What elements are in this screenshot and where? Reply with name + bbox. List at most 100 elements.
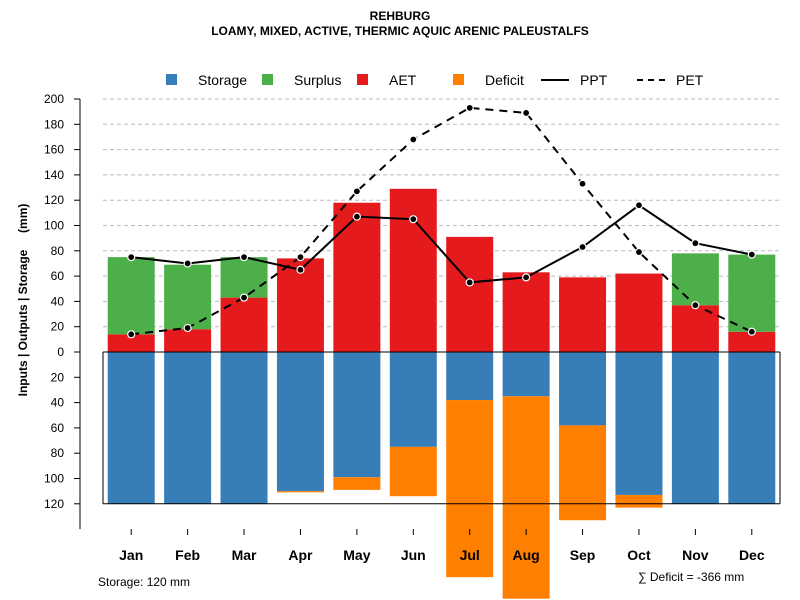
aet-bar	[164, 329, 212, 352]
storage-bar	[164, 352, 212, 504]
aet-bar	[559, 277, 607, 352]
legend-swatch-ppt	[541, 79, 569, 81]
storage-bar	[333, 352, 381, 478]
storage-bar	[389, 352, 437, 447]
pet-point	[691, 301, 700, 310]
y-tick-label: 100	[44, 472, 64, 486]
x-tick-label: Mar	[232, 547, 257, 563]
aet-bar	[333, 202, 381, 352]
x-tick-label: May	[343, 547, 370, 563]
aet-bar	[389, 188, 437, 352]
x-tick-label: Jun	[401, 547, 426, 563]
pet-point	[352, 187, 361, 196]
surplus-bar	[728, 254, 776, 332]
legend-swatch-pet	[637, 79, 665, 81]
pet-point	[747, 327, 756, 336]
y-tick-label: 20	[51, 370, 65, 384]
deficit-bar	[446, 400, 494, 578]
pet-line	[131, 106, 753, 336]
ppt-point	[296, 265, 305, 274]
pet-point	[578, 179, 587, 188]
y-tick-label: 0	[57, 345, 64, 359]
x-tick-label: Feb	[175, 547, 200, 563]
chart-subtitle: LOAMY, MIXED, ACTIVE, THERMIC AQUIC AREN…	[211, 24, 589, 38]
x-tick-label: Sep	[570, 547, 596, 563]
legend-swatch-deficit	[453, 74, 464, 85]
pet-point	[634, 247, 644, 257]
aet-bar	[728, 331, 776, 352]
deficit-bar	[559, 425, 607, 521]
legend-swatch-surplus	[262, 74, 273, 85]
aet-bar	[446, 236, 494, 352]
y-tick-label: 200	[44, 92, 64, 106]
y-tick-label: 120	[44, 497, 64, 511]
legend-label-storage: Storage	[198, 72, 248, 88]
storage-bar	[502, 352, 550, 397]
y-tick-label: 40	[51, 396, 65, 410]
storage-bar	[615, 352, 663, 495]
storage-bar	[728, 352, 776, 504]
storage-bar	[107, 352, 155, 504]
ppt-point	[578, 242, 587, 252]
legend: Storage Surplus AET Deficit PPT PET	[0, 71, 800, 89]
ppt-point	[239, 253, 249, 262]
ppt-point	[522, 273, 531, 282]
pet-point	[183, 323, 192, 333]
x-tick-label: Nov	[682, 547, 709, 563]
y-tick-label: 80	[51, 244, 65, 258]
storage-capacity-note: Storage: 120 mm	[98, 575, 191, 589]
x-tick-label: Oct	[627, 547, 651, 563]
deficit-sum-note: ∑ Deficit = -366 mm	[638, 570, 745, 584]
ppt-point	[409, 215, 418, 224]
x-tick-label: Jan	[119, 547, 143, 563]
axes: 2001801601401201008060402002040608010012…	[44, 92, 781, 563]
y-tick-label: 100	[44, 219, 64, 233]
x-tick-label: Jul	[460, 547, 480, 563]
legend-swatch-storage	[166, 74, 177, 85]
surplus-bar	[671, 253, 719, 306]
deficit-bar	[615, 494, 663, 508]
aet-bar	[615, 273, 663, 352]
deficit-bar	[389, 446, 437, 497]
y-tick-label: 60	[51, 421, 65, 435]
deficit-bar	[502, 396, 550, 599]
pet-point	[522, 108, 531, 118]
pet-point	[127, 330, 136, 339]
legend-label-aet: AET	[389, 72, 417, 88]
legend-label-pet: PET	[676, 72, 704, 88]
aet-bar	[107, 334, 155, 352]
storage-bar	[671, 352, 719, 504]
x-tick-label: Apr	[288, 547, 313, 563]
x-tick-label: Aug	[513, 547, 540, 563]
ppt-point	[352, 212, 361, 221]
y-tick-label: 40	[51, 294, 65, 308]
deficit-bar	[333, 477, 381, 490]
storage-bar	[276, 352, 324, 492]
ppt-point	[634, 201, 644, 210]
surplus-bar	[220, 257, 268, 298]
y-tick-label: 120	[44, 193, 64, 207]
legend-label-deficit: Deficit	[485, 72, 524, 88]
y-axis-label: Inputs | Outputs | Storage (mm)	[16, 204, 30, 397]
storage-bar	[559, 352, 607, 426]
storage-bar	[446, 352, 494, 401]
y-tick-label: 160	[44, 143, 64, 157]
pet-point	[239, 293, 249, 302]
y-tick-label: 60	[51, 269, 65, 283]
pet-point	[409, 135, 418, 144]
y-tick-label: 20	[51, 320, 65, 334]
legend-label-surplus: Surplus	[294, 72, 342, 88]
y-tick-label: 140	[44, 168, 64, 182]
aet-bar	[502, 272, 550, 352]
x-tick-label: Dec	[739, 547, 765, 563]
bars	[107, 188, 776, 599]
chart-title: REHBURG	[369, 9, 431, 23]
surplus-bar	[107, 257, 155, 335]
ppt-point	[691, 239, 700, 248]
ppt-point	[183, 259, 192, 268]
lines	[127, 103, 756, 339]
storage-bar	[220, 352, 268, 504]
aet-bar	[276, 258, 324, 352]
ppt-point	[127, 253, 136, 262]
legend-swatch-aet	[357, 74, 368, 85]
